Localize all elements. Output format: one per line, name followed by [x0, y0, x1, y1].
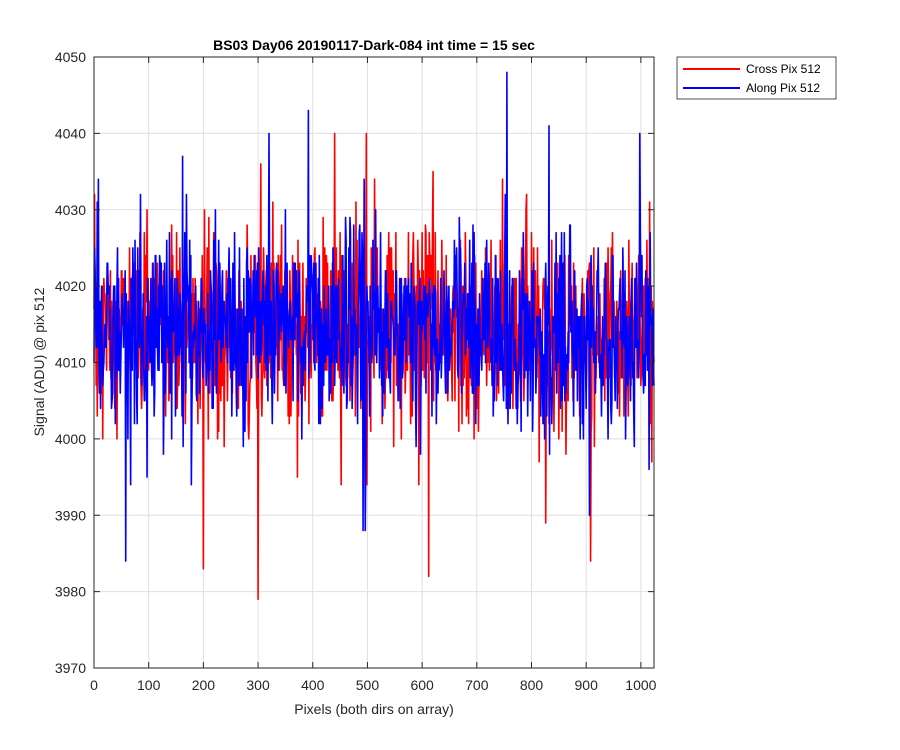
- y-tick-label: 4030: [55, 202, 86, 218]
- x-tick-label: 500: [356, 677, 380, 693]
- axis-ticks: [93, 56, 654, 669]
- series-line-along-pix-512: [93, 71, 655, 562]
- y-tick-label: 3990: [55, 507, 86, 523]
- y-tick-labels: 3970 3980 3990 4000 4010 4020 4030 4040 4050: [55, 49, 86, 676]
- x-tick-label: 700: [465, 677, 489, 693]
- y-tick-label: 4020: [55, 278, 86, 294]
- x-tick-label: 600: [410, 677, 434, 693]
- x-tick-label: 400: [301, 677, 325, 693]
- y-tick-label: 4010: [55, 355, 86, 371]
- y-tick-label: 4000: [55, 431, 86, 447]
- y-tick-label: 3970: [55, 660, 86, 676]
- x-tick-label: 0: [90, 677, 98, 693]
- x-tick-label: 100: [137, 677, 161, 693]
- x-tick-label: 1000: [625, 677, 656, 693]
- x-tick-label: 200: [192, 677, 216, 693]
- x-tick-label: 800: [520, 677, 544, 693]
- chart-title: BS03 Day06 20190117-Dark-084 int time = …: [213, 37, 535, 53]
- y-tick-label: 4040: [55, 125, 86, 141]
- legend-box: [676, 56, 837, 100]
- x-tick-labels: 0 100 200 300 400 500 600 700 800 900 1000: [90, 677, 657, 693]
- data-series: [93, 71, 655, 601]
- legend: Cross Pix 512 Along Pix 512: [676, 56, 837, 100]
- legend-label-along: Along Pix 512: [746, 81, 820, 95]
- y-axis-label: Signal (ADU) @ pix 512: [31, 287, 47, 436]
- legend-label-cross: Cross Pix 512: [746, 62, 821, 76]
- x-tick-label: 900: [575, 677, 599, 693]
- y-tick-label: 3980: [55, 584, 86, 600]
- x-axis-label: Pixels (both dirs on array): [294, 701, 454, 717]
- x-tick-label: 300: [246, 677, 270, 693]
- y-tick-label: 4050: [55, 49, 86, 65]
